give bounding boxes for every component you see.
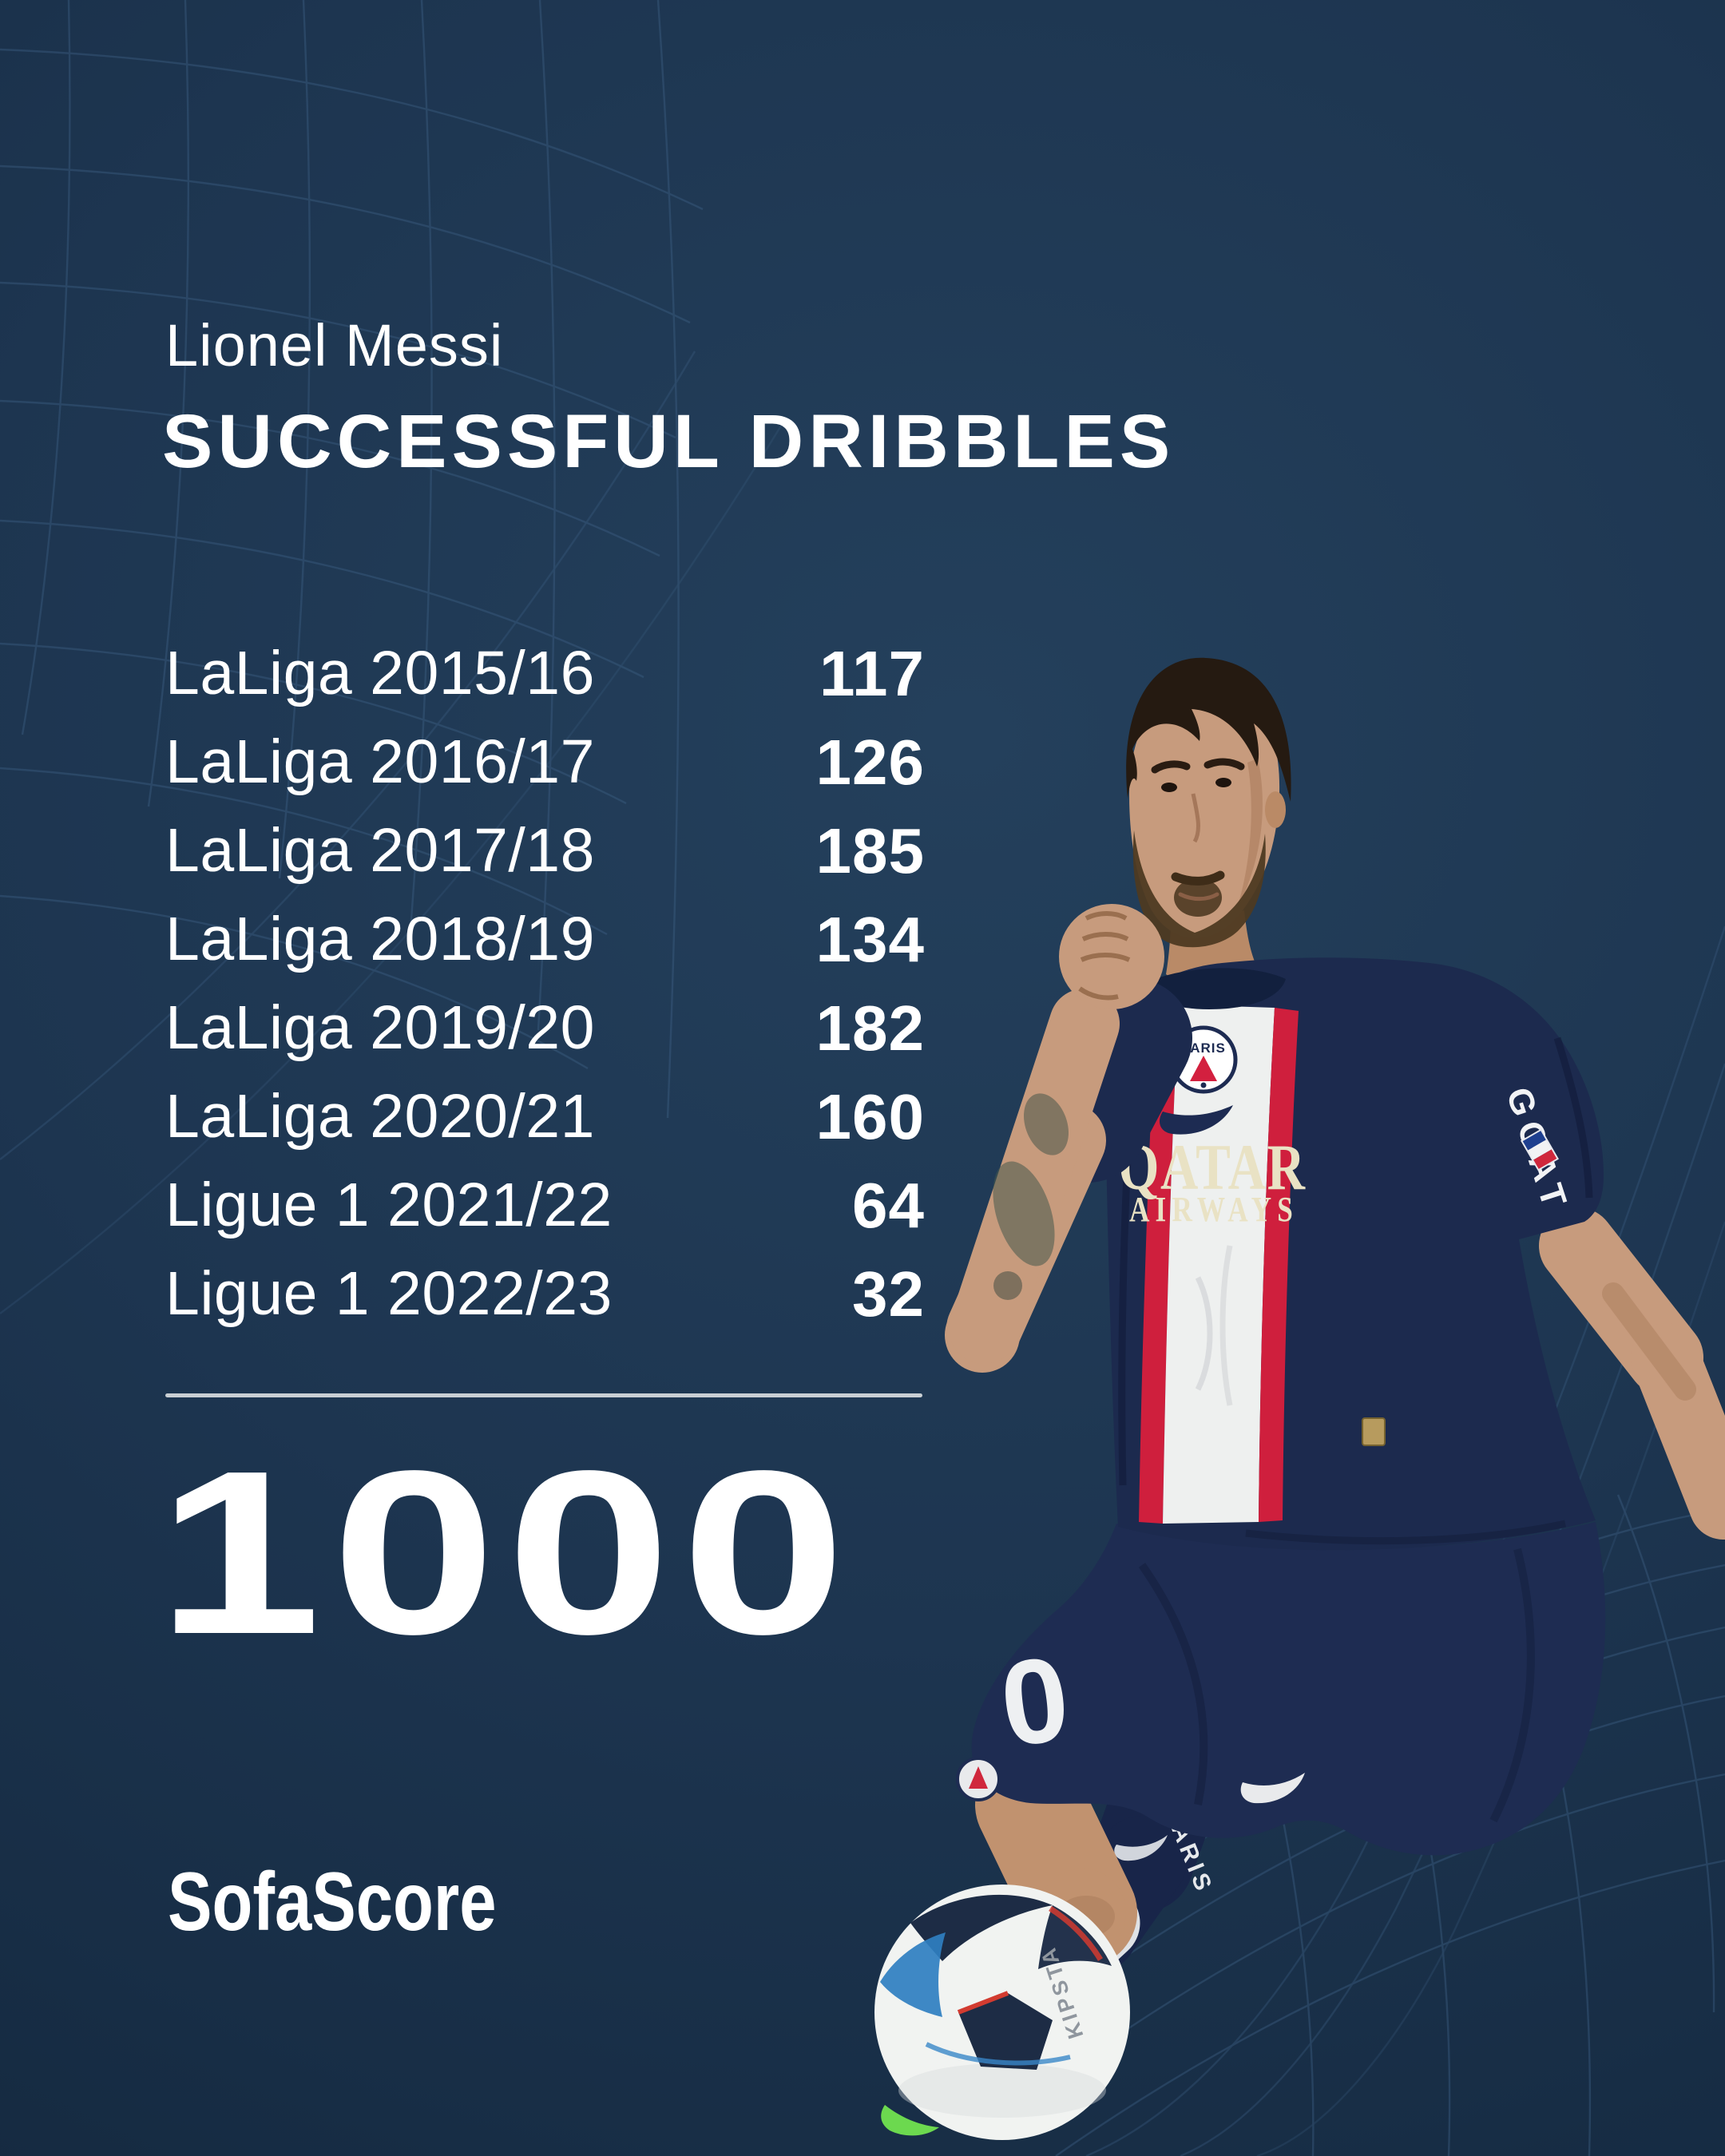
beard (1132, 830, 1266, 948)
grid-top-left (0, 0, 784, 1314)
sock-swoosh-icon (1114, 1835, 1168, 1861)
page-title: SUCCESSFUL DRIBBLES (162, 399, 1176, 484)
divider-line (165, 1393, 922, 1397)
ball: KIPSTA (874, 1885, 1130, 2140)
shorts-number: 0 (993, 1631, 1076, 1772)
raised-arm (945, 904, 1192, 1373)
stat-row: LaLiga 2016/17 126 (165, 718, 925, 807)
jersey-stripe-red-right (1259, 1008, 1299, 1522)
stat-row: LaLiga 2015/16 117 (165, 629, 925, 718)
face (1129, 686, 1280, 938)
stat-row: LaLiga 2018/19 134 (165, 895, 925, 984)
stat-label: LaLiga 2020/21 (165, 1082, 595, 1151)
stat-row: LaLiga 2020/21 160 (165, 1072, 925, 1161)
eye (1215, 778, 1231, 787)
stats-list: LaLiga 2015/16 117 LaLiga 2016/17 126 La… (165, 629, 925, 1338)
shorts-crest-patch (956, 1757, 1001, 1801)
stat-value: 32 (852, 1258, 925, 1330)
head (1126, 657, 1291, 989)
ear (1265, 791, 1286, 828)
jock-tag (1362, 1417, 1386, 1446)
stat-value: 160 (815, 1080, 925, 1152)
stat-label: LaLiga 2017/18 (165, 816, 595, 885)
shorts-swoosh-icon (1240, 1773, 1305, 1804)
stat-value: 126 (815, 726, 925, 798)
stat-label: LaLiga 2016/17 (165, 727, 595, 796)
stat-row: LaLiga 2019/20 182 (165, 984, 925, 1072)
stat-label: LaLiga 2018/19 (165, 905, 595, 973)
nike-swoosh-icon (1160, 1105, 1233, 1135)
hair (1126, 657, 1291, 802)
stat-value: 182 (815, 992, 925, 1064)
eye (1161, 783, 1177, 792)
jersey: PARIS QATAR AIRWAYS GOAT (1104, 957, 1604, 1551)
player-name: Lionel Messi (165, 312, 504, 378)
stat-value: 185 (815, 814, 925, 886)
stat-row: Ligue 1 2022/23 32 (165, 1250, 925, 1338)
french-flag-armband (1521, 1128, 1559, 1171)
crest-text: PARIS (1181, 1040, 1226, 1056)
stat-value: 134 (815, 903, 925, 975)
tattoo (993, 1161, 1055, 1266)
jersey-stripe-white (1163, 1005, 1275, 1524)
stat-value: 64 (852, 1169, 925, 1241)
stat-row: Ligue 1 2021/22 64 (165, 1161, 925, 1250)
stat-label: LaLiga 2015/16 (165, 639, 595, 707)
sponsor-text-line1: QATAR (1118, 1132, 1306, 1204)
total-dribbles: 1000 (157, 1422, 856, 1682)
stat-label: Ligue 1 2021/22 (165, 1171, 613, 1239)
tattoo (1023, 1093, 1069, 1155)
stat-value: 117 (819, 637, 925, 709)
sponsor-text-line2: AIRWAYS (1129, 1189, 1299, 1229)
stat-label: Ligue 1 2022/23 (165, 1259, 613, 1328)
extended-arm (1539, 1207, 1725, 1540)
boot-toe (881, 2105, 939, 2136)
stat-label: LaLiga 2019/20 (165, 993, 595, 1062)
stat-row: LaLiga 2017/18 185 (165, 807, 925, 895)
sofascore-logo: SofaScore (168, 1856, 497, 1948)
shorts: 0 (956, 1522, 1606, 1856)
